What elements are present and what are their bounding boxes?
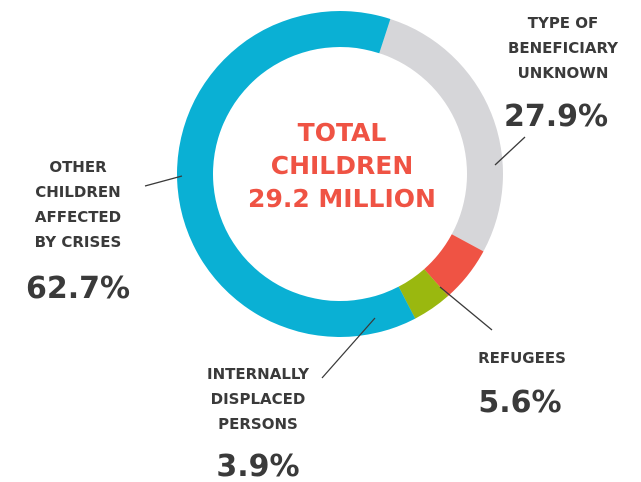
value-label: 27.9% [504,99,608,134]
donut-slices [177,11,503,338]
leader-line-refugees [439,286,493,331]
slice-label-other-children: OTHER CHILDREN AFFECTED BY CRISES 62.7% [26,158,130,306]
slice-label-refugees: REFUGEES 5.6% [478,349,566,420]
label-line: PERSONS [218,415,298,433]
center-label: TOTAL CHILDREN 29.2 MILLION [248,118,436,213]
donut-slice-type-of-beneficiary-unknown [379,18,503,252]
value-label: 5.6% [478,385,561,420]
donut-slice-other-children-affected-by-crises [177,11,416,338]
leader-line-type-unknown [494,136,526,166]
center-line-2: CHILDREN [271,151,414,180]
label-line: TYPE OF [528,14,599,32]
slice-label-type-unknown: TYPE OF BENEFICIARY UNKNOWN 27.9% [504,14,619,134]
leader-line-internally-displaced [321,317,376,379]
leader-lines [144,136,526,379]
slice-label-internally-displaced: INTERNALLY DISPLACED PERSONS 3.9% [207,365,310,482]
donut-slice-internally-displaced-persons [398,269,449,319]
value-label: 3.9% [216,449,299,482]
leader-line-other-children [144,175,183,187]
center-line-1: TOTAL [298,118,387,147]
value-label: 62.7% [26,271,130,306]
label-line: REFUGEES [478,349,566,367]
label-line: AFFECTED [35,208,121,226]
label-line: OTHER [49,158,107,176]
label-line: BENEFICIARY [508,39,619,57]
label-line: CHILDREN [35,183,121,201]
label-line: INTERNALLY [207,365,310,383]
label-line: BY CRISES [35,233,122,251]
label-line: DISPLACED [211,390,306,408]
center-line-3: 29.2 MILLION [248,184,436,213]
label-line: UNKNOWN [518,64,609,82]
donut-slice-refugees [424,234,484,297]
